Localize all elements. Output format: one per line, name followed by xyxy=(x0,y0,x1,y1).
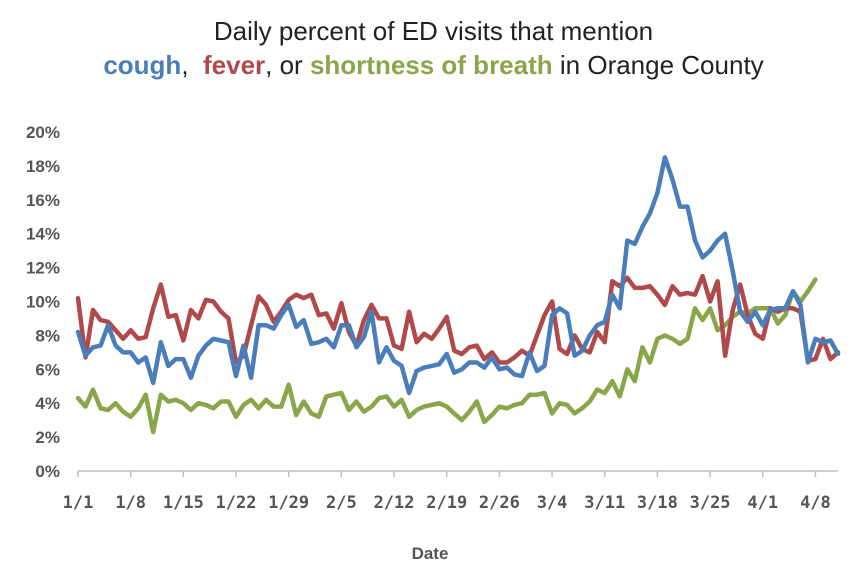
y-tick-label: 2% xyxy=(35,428,60,447)
x-tick-label: 2/12 xyxy=(374,493,415,513)
title-sep-1: , xyxy=(181,50,203,80)
y-tick-label: 12% xyxy=(26,259,60,278)
series-line-shortness-of-breath xyxy=(75,277,818,435)
x-tick-label: 1/8 xyxy=(115,493,146,513)
series-layer xyxy=(75,155,841,435)
axes: 0% 2% 4% 6% 8% 10% 12% 14% 16% 18% 20% 1/1 1/8 1/15 1/… xyxy=(26,123,838,513)
y-tick-label: 10% xyxy=(26,293,60,312)
x-axis-label: Date xyxy=(412,544,449,563)
title-tail: in Orange County xyxy=(552,50,764,80)
chart-title: Daily percent of ED visits that mention … xyxy=(0,14,867,82)
x-tick-label: 3/18 xyxy=(637,493,678,513)
y-tick-label: 8% xyxy=(35,326,60,345)
title-cough: cough xyxy=(103,50,182,80)
title-fever: fever xyxy=(202,50,266,80)
x-tick-label: 1/15 xyxy=(163,493,204,513)
x-tick-label: 4/1 xyxy=(747,493,778,513)
x-tick-label: 3/4 xyxy=(537,493,568,513)
x-tick-label: 2/19 xyxy=(426,493,467,513)
series-line-cough xyxy=(75,155,841,396)
y-tick-label: 20% xyxy=(26,123,60,142)
y-tick-label: 18% xyxy=(26,157,60,176)
y-tick-label: 16% xyxy=(26,191,60,210)
y-tick-label: 4% xyxy=(35,394,60,413)
x-tick-label: 1/29 xyxy=(268,493,309,513)
x-tick-label: 3/25 xyxy=(690,493,731,513)
y-tick-label: 14% xyxy=(26,225,60,244)
title-sob: shortness of breath xyxy=(309,50,553,80)
title-sep-2: , or xyxy=(265,50,310,80)
y-tick-label: 6% xyxy=(35,360,60,379)
x-tick-label: 4/8 xyxy=(800,493,831,513)
x-tick-label: 2/26 xyxy=(479,493,520,513)
x-tick-label: 3/11 xyxy=(584,493,625,513)
x-tick-label: 1/22 xyxy=(216,493,257,513)
title-line-2: cough, fever, or shortness of breath in … xyxy=(0,48,867,82)
x-tick-label: 1/1 xyxy=(63,493,94,513)
y-tick-label: 0% xyxy=(35,462,60,481)
x-tick-label: 2/5 xyxy=(326,493,357,513)
series-line-fever xyxy=(75,273,841,365)
title-line-1: Daily percent of ED visits that mention xyxy=(213,16,654,46)
